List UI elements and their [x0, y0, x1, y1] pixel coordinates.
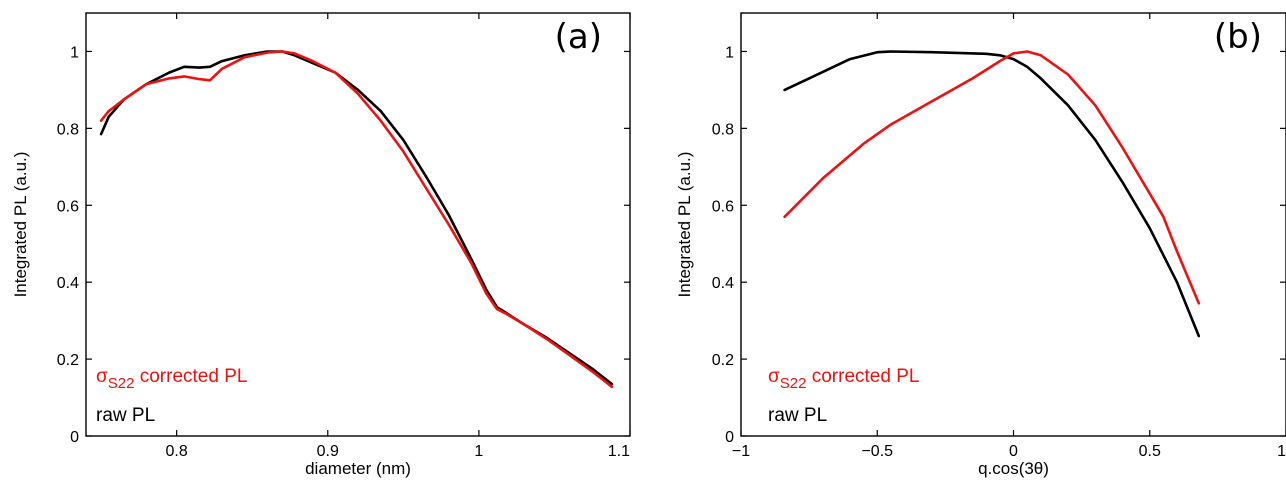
panel-label: (b): [1214, 17, 1262, 57]
y-tick-label: 1: [70, 44, 79, 61]
y-tick-label: 0.2: [712, 352, 734, 369]
x-tick-label: 0.5: [1139, 443, 1161, 460]
x-tick-label: 0.9: [317, 443, 339, 460]
y-tick-label: 0.4: [712, 275, 734, 292]
y-tick-label: 1: [725, 44, 734, 61]
panel-a: 0.8 0.9 1 1.1 0 0.2 0.4 0.6 0.8 1 diameter (nm) Int…: [11, 12, 631, 478]
legend-sigma: σ: [96, 366, 108, 387]
plot-frame: [85, 12, 631, 437]
y-tick-label: 0.2: [57, 352, 79, 369]
x-tick-label: −0.5: [861, 443, 893, 460]
series-line-corrected: [783, 50, 1201, 305]
y-tick-label: 0: [70, 429, 79, 446]
legend-sigma: σ: [768, 366, 780, 387]
y-tick-label: 0.8: [712, 121, 734, 138]
y-tick-label: 0.8: [57, 121, 79, 138]
legend-corrected-text: corrected PL: [134, 366, 247, 387]
x-tick-label: 1: [1277, 443, 1286, 460]
y-tick-label: 0.6: [712, 198, 734, 215]
y-tick-label: 0.6: [57, 198, 79, 215]
legend-corrected: σS22 corrected PL: [768, 366, 919, 392]
y-tick-label: 0: [725, 429, 734, 446]
x-tick-label: −1: [732, 443, 750, 460]
legend-subscript: S22: [780, 375, 807, 392]
y-tick-label: 0.4: [57, 275, 79, 292]
series-line-raw: [783, 50, 1201, 338]
legend-corrected: σS22 corrected PL: [96, 366, 247, 392]
panel-b: −1 −0.5 0 0.5 1 0 0.2 0.4 0.6 0.8 1 q.cos(3θ) Integr…: [675, 12, 1286, 478]
y-axis-label: Integrated PL (a.u.): [11, 152, 30, 298]
x-tick-label: 1.1: [608, 443, 630, 460]
series-line-raw: [99, 50, 614, 386]
legend-corrected-text: corrected PL: [806, 366, 919, 387]
x-axis-label: diameter (nm): [305, 459, 411, 478]
x-axis-label: q.cos(3θ): [978, 459, 1049, 478]
legend-raw: raw PL: [768, 405, 827, 426]
panel-label: (a): [555, 17, 602, 57]
x-tick-label: 0: [1009, 443, 1018, 460]
legend-subscript: S22: [108, 375, 135, 392]
x-tick-label: 0.8: [166, 443, 188, 460]
x-tick-label: 1: [474, 443, 483, 460]
legend-raw: raw PL: [96, 405, 155, 426]
y-axis-label: Integrated PL (a.u.): [675, 152, 694, 298]
series-line-corrected: [99, 50, 614, 389]
